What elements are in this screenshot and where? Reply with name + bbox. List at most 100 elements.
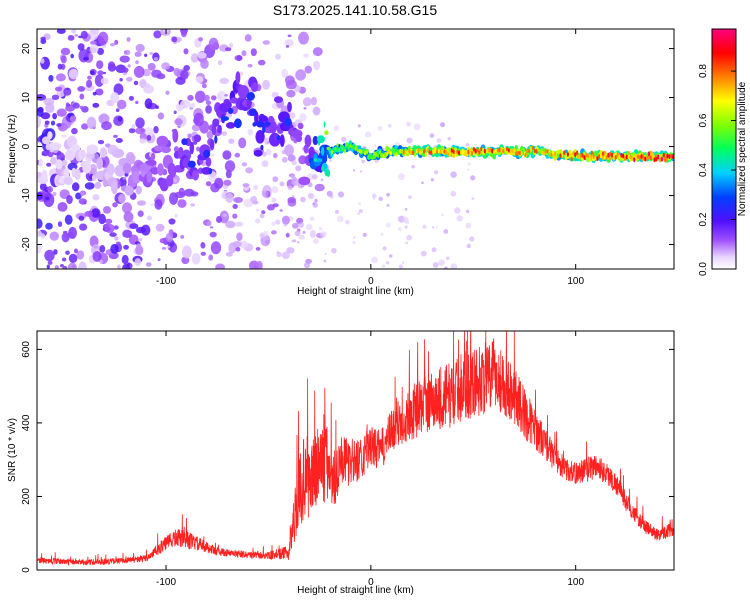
heatmap-cell [380, 153, 383, 158]
heatmap-cell [601, 151, 605, 156]
heatmap-cell [246, 92, 255, 101]
heatmap-cell [198, 37, 204, 42]
heatmap-cell [482, 148, 485, 152]
heatmap-cell [469, 236, 475, 242]
y-tick-label: 400 [21, 414, 32, 431]
heatmap-cell [78, 215, 85, 221]
heatmap-cell [94, 74, 104, 87]
heatmap-cell [303, 107, 307, 110]
heatmap-cell [369, 155, 372, 159]
colorbar-tick-label: 0.0 [698, 262, 709, 276]
heatmap-cell [445, 150, 448, 155]
heatmap-cell [365, 149, 369, 154]
heatmap-cell [577, 155, 581, 160]
colorbar: 0.0 0.2 0.4 0.6 0.8 Normalized spectral ampl… [698, 28, 748, 276]
heatmap-cell [190, 53, 199, 63]
heatmap-cell [234, 118, 242, 129]
heatmap-cell [491, 148, 494, 154]
y-tick-label: 10 [21, 92, 32, 104]
heatmap-cell [598, 154, 601, 159]
heatmap-cell [520, 151, 523, 156]
heatmap-cell [336, 143, 339, 148]
heatmap-cell [210, 241, 222, 255]
heatmap-cell [122, 162, 132, 174]
heatmap-cell [250, 196, 258, 203]
heatmap-cell [417, 148, 420, 153]
heatmap-cell [47, 260, 53, 265]
heatmap-cell [478, 150, 481, 155]
heatmap-cell [470, 150, 474, 156]
heatmap-cell [616, 152, 619, 158]
heatmap-cell [217, 60, 223, 66]
heatmap-cell [146, 170, 153, 183]
heatmap-cell [177, 199, 187, 208]
heatmap-cell [52, 191, 57, 197]
heatmap-cell [647, 151, 651, 157]
heatmap-cell [173, 146, 179, 153]
heatmap-cell [313, 158, 318, 162]
heatmap-cell [235, 71, 241, 85]
heatmap-cell [456, 215, 463, 222]
heatmap-cell [68, 226, 77, 239]
heatmap-cell [435, 226, 438, 229]
heatmap-cell [341, 136, 347, 143]
heatmap-cell [91, 208, 101, 218]
heatmap-cell [141, 224, 151, 236]
heatmap-cell [99, 147, 108, 158]
heatmap-cell [627, 154, 630, 159]
heatmap-cell [271, 221, 276, 226]
heatmap-cell [47, 186, 53, 193]
heatmap-cell [295, 134, 303, 143]
heatmap-cell [228, 42, 234, 48]
heatmap-cell [74, 34, 79, 37]
heatmap-cell [492, 153, 497, 160]
heatmap-cell [262, 230, 269, 237]
heatmap-cell [193, 112, 204, 127]
heatmap-cell [662, 152, 665, 158]
heatmap-cell [354, 146, 357, 150]
heatmap-cell [518, 150, 522, 156]
heatmap-cell [262, 124, 266, 134]
heatmap-cell [404, 150, 407, 154]
y-tick-label: 600 [21, 341, 32, 358]
x-tick-label: 100 [567, 276, 584, 287]
heatmap-cell [248, 108, 257, 116]
heatmap-cell [398, 173, 405, 181]
heatmap-cell [217, 124, 222, 134]
heatmap-cell [99, 259, 103, 264]
snr-y-ticks: 0 200 400 600 [21, 341, 674, 573]
heatmap-cell [447, 152, 450, 157]
heatmap-cell [304, 65, 313, 74]
heatmap-cell [183, 48, 189, 55]
heatmap-cell [79, 93, 85, 100]
heatmap-cell [358, 149, 361, 153]
heatmap-cell [402, 216, 409, 223]
heatmap-cell [281, 149, 286, 155]
heatmap-cell [271, 186, 279, 194]
heatmap-cell [537, 147, 540, 152]
heatmap-cell [612, 153, 616, 158]
heatmap-cell [91, 174, 97, 181]
heatmap-cell [216, 216, 222, 223]
heatmap-cell [205, 100, 212, 106]
heatmap-cell [281, 156, 288, 163]
colorbar-tick-label: 0.2 [698, 212, 709, 226]
heatmap-cell [67, 262, 77, 269]
heatmap-cell [195, 76, 204, 84]
heatmap-cell [81, 106, 89, 113]
heatmap-cell [496, 148, 499, 153]
heatmap-cell [424, 152, 428, 157]
heatmap-cell [114, 236, 119, 241]
heatmap-cell [406, 150, 409, 155]
heatmap-cell [165, 90, 170, 96]
heatmap-cell [329, 159, 332, 163]
heatmap-cell [331, 247, 337, 254]
heatmap-cell [304, 134, 312, 148]
heatmap-cell [95, 88, 104, 96]
heatmap-cell [324, 130, 329, 136]
heatmap-cell [515, 151, 518, 156]
heatmap-cell [214, 177, 224, 189]
heatmap-cell [92, 102, 100, 108]
heatmap-cell [135, 243, 142, 250]
